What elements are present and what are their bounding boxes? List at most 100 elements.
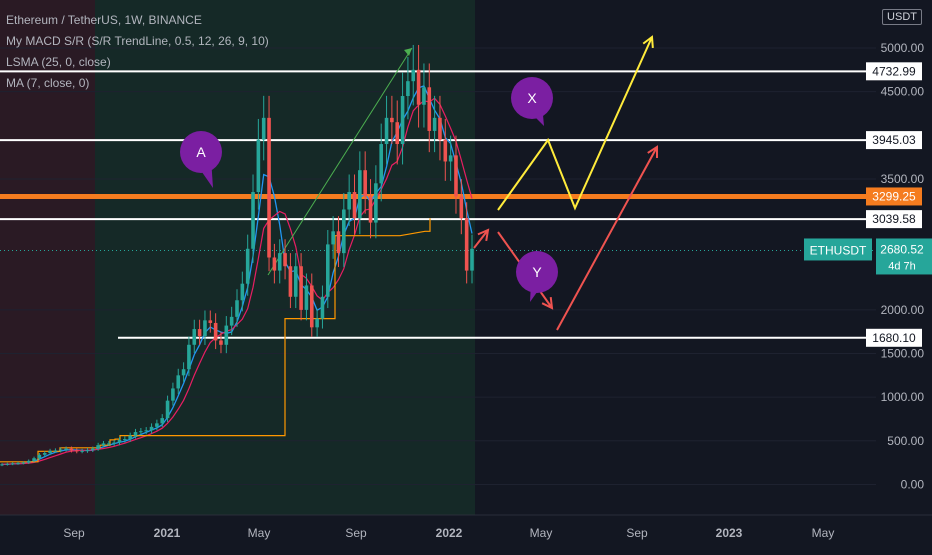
candle-body	[58, 449, 63, 451]
bar-countdown-label: 4d 7h	[888, 260, 916, 272]
candle-body	[352, 192, 357, 219]
candle-body	[96, 445, 100, 449]
candle-body	[64, 448, 68, 450]
price-level-tag-bg	[866, 62, 922, 81]
symbol-tag[interactable]: ETHUSDT	[804, 238, 872, 261]
candle-body	[454, 155, 458, 197]
candle-body	[293, 266, 298, 297]
candle-body	[74, 450, 79, 452]
price-level-label: 3039.58	[872, 212, 916, 226]
x-tick-label: May	[812, 526, 835, 540]
price-level-tag[interactable]: 4732.99	[866, 62, 922, 81]
candle-body	[416, 69, 421, 105]
candle-body	[171, 388, 175, 401]
candle-body	[272, 257, 277, 271]
bubble-label: A	[196, 144, 206, 160]
current-price-label: 2680.52	[880, 242, 924, 256]
candle-body	[235, 300, 239, 317]
candle-body	[368, 196, 373, 223]
candle-body	[80, 450, 84, 452]
x-tick-label: Sep	[63, 526, 85, 540]
candle-body	[224, 325, 229, 345]
symbol-tag-bg	[804, 238, 872, 261]
price-level-tag[interactable]: 1680.10	[866, 328, 922, 347]
candle-body	[390, 117, 394, 123]
chart-legend: Ethereum / TetherUS, 1W, BINANCE My MACD…	[6, 10, 269, 94]
x-tick-label: Sep	[345, 526, 367, 540]
price-level-tag[interactable]: 3299.25	[866, 187, 922, 206]
candle-body	[48, 450, 52, 454]
candle-body	[197, 329, 202, 337]
candle-body	[427, 87, 432, 131]
annotation-bubble-x[interactable]: X	[511, 77, 553, 126]
y-tick-label: 5000.00	[881, 41, 925, 55]
candle-body	[219, 340, 223, 345]
x-tick-label: 2021	[154, 526, 181, 540]
candle-body	[192, 329, 197, 345]
candle-body	[90, 448, 95, 450]
bubble-circle	[180, 131, 222, 173]
candle-body	[459, 196, 464, 219]
candle-body	[53, 450, 58, 452]
candle-body	[133, 432, 138, 436]
scenario-y-down-arrow-head	[541, 296, 554, 310]
candle-body	[10, 463, 15, 465]
candle-body	[309, 285, 314, 328]
candle-body	[149, 426, 154, 431]
annotation-bubble-y[interactable]: Y	[516, 251, 558, 302]
candle-body	[21, 462, 26, 464]
symbol-title[interactable]: Ethereum / TetherUS, 1W, BINANCE	[6, 13, 202, 27]
candle-body	[256, 139, 261, 193]
price-level-label: 3299.25	[872, 189, 916, 203]
price-level-label: 1680.10	[872, 331, 916, 345]
candle-body	[363, 170, 367, 197]
short-red-arrow-head	[477, 228, 490, 242]
candle-body	[176, 375, 181, 389]
currency-button[interactable]: USDT	[882, 9, 922, 25]
candle-body	[470, 248, 474, 271]
x-tick-label: Sep	[626, 526, 648, 540]
price-level-tag[interactable]: 3945.03	[866, 131, 922, 150]
candle-body	[165, 400, 170, 419]
trend-line	[267, 47, 413, 276]
candle-body	[37, 454, 42, 459]
candle-body	[267, 117, 271, 258]
candle-body	[336, 231, 341, 254]
price-level-tag-bg	[866, 210, 922, 229]
indicator-ma[interactable]: MA (7, close, 0)	[6, 76, 90, 90]
candle-body	[144, 430, 149, 432]
current-price-tag[interactable]: 2680.52 4d 7h	[876, 238, 932, 275]
candle-body	[112, 442, 116, 444]
candle-body	[203, 320, 207, 337]
candle-body	[139, 431, 143, 433]
candle-body	[32, 458, 36, 461]
candle-body	[432, 117, 437, 131]
candle-body	[42, 453, 47, 455]
candle-body	[448, 155, 453, 162]
candle-body	[464, 218, 469, 271]
indicator-macd-sr[interactable]: My MACD S/R (S/R TrendLine, 0.5, 12, 26,…	[6, 34, 269, 48]
bearish-zone-band	[0, 0, 95, 515]
bubble-circle	[511, 77, 553, 119]
trend-line-arrow	[404, 48, 412, 57]
price-level-tag[interactable]: 3039.58	[866, 210, 922, 229]
indicator-lsma[interactable]: LSMA (25, 0, close)	[6, 55, 111, 69]
candle-body	[320, 296, 325, 319]
candle-body	[187, 344, 191, 370]
annotation-bubble-a[interactable]: A	[180, 131, 222, 188]
candle-body	[251, 192, 255, 249]
current-price-tag-bg	[876, 238, 932, 275]
candle-body	[304, 285, 309, 310]
price-level-tag-bg	[866, 187, 922, 206]
candle-body	[128, 435, 132, 440]
candle-body	[299, 266, 303, 310]
candle-body	[331, 231, 335, 245]
candle-body	[277, 253, 282, 271]
scenario-y-up-arrow	[556, 146, 658, 331]
candle-body	[107, 443, 111, 445]
candle-body	[0, 464, 4, 466]
candle-body	[422, 87, 426, 105]
candle-body	[229, 316, 234, 326]
